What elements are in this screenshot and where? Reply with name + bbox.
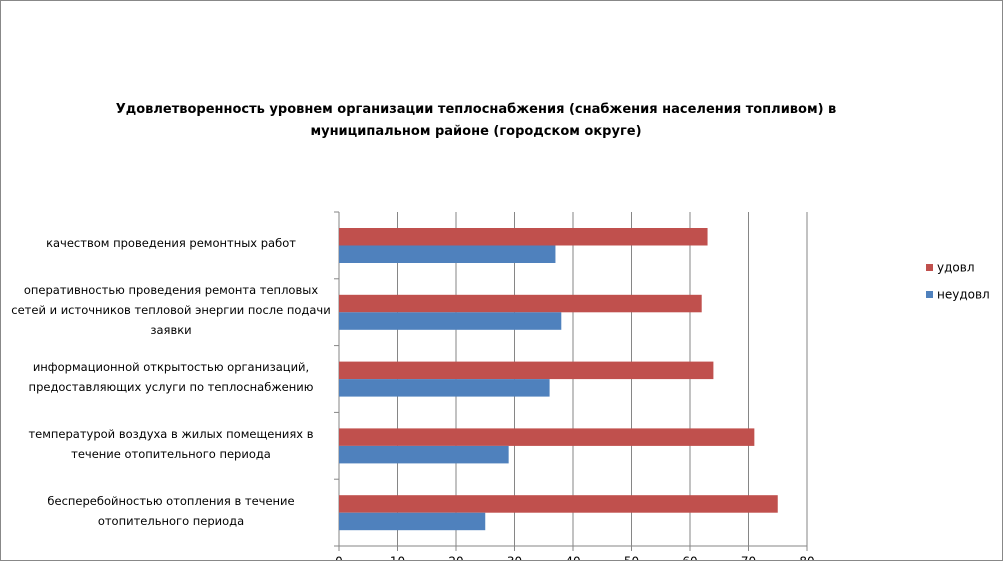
- y-tick-label: оперативностью проведения ремонта теплов…: [11, 283, 331, 338]
- x-tick-label: 30: [507, 555, 522, 561]
- x-tick-label: 40: [565, 555, 580, 561]
- x-tick-label: 60: [682, 555, 697, 561]
- bar: [339, 312, 562, 330]
- x-tick-label: 50: [624, 555, 639, 561]
- x-tick-label: 70: [741, 555, 756, 561]
- x-tick-label: 20: [448, 555, 463, 561]
- bar: [339, 245, 556, 263]
- y-tick-label: температурой воздуха в жилых помещениях …: [28, 426, 314, 461]
- x-tick-label: 0: [335, 555, 343, 561]
- bar: [339, 379, 550, 397]
- bar: [339, 228, 708, 246]
- legend-label: удовл: [937, 261, 974, 275]
- bar: [339, 512, 486, 531]
- bar: [339, 495, 778, 513]
- y-tick-label: качеством проведения ремонтных работ: [46, 236, 296, 251]
- legend-swatch: [926, 291, 933, 298]
- y-tick-label: информационной открытостью организаций, …: [28, 360, 314, 394]
- x-tick-label: 80: [799, 555, 814, 561]
- bar: [339, 361, 714, 380]
- bar: [339, 428, 755, 446]
- x-tick-label: 10: [390, 555, 405, 561]
- legend-swatch: [926, 264, 933, 271]
- bar: [339, 445, 509, 464]
- y-tick-label: бесперебойностью отопления в течение ото…: [47, 493, 295, 528]
- bar: [339, 294, 702, 313]
- legend-label: неудовл: [937, 288, 990, 302]
- chart-title: Удовлетворенность уровнем организации те…: [115, 102, 837, 139]
